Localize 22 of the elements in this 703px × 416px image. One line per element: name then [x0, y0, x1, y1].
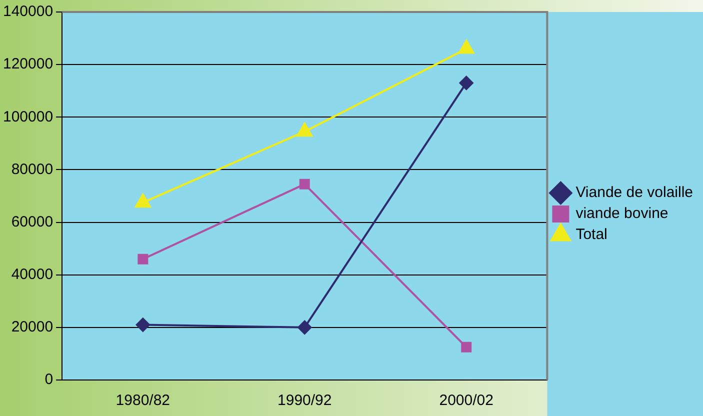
y-tick-label: 140000 [2, 3, 54, 20]
y-tick-label: 0 [44, 371, 54, 388]
point [299, 178, 310, 190]
x-tick-label: 1980/82 [116, 392, 170, 410]
legend-label: Total [576, 226, 608, 244]
y-tick-label: 100000 [2, 108, 54, 126]
y-tick-label: 40000 [11, 266, 54, 283]
point [296, 122, 313, 137]
point [458, 40, 474, 54]
point [298, 320, 312, 334]
point [138, 254, 148, 264]
x-tick-label: 2000/02 [439, 392, 494, 410]
point [136, 318, 150, 332]
legend-label: viande bovine [576, 205, 668, 222]
y-tick-label: 60000 [11, 213, 54, 230]
legend-label: Viande de volaille [576, 184, 693, 202]
y-tick-label: 120000 [2, 56, 54, 73]
y-tick-label: 80000 [11, 160, 54, 178]
point [461, 342, 472, 352]
x-tick-label: 1990/92 [278, 392, 332, 410]
point [134, 194, 151, 208]
y-tick-label: 20000 [11, 318, 54, 336]
